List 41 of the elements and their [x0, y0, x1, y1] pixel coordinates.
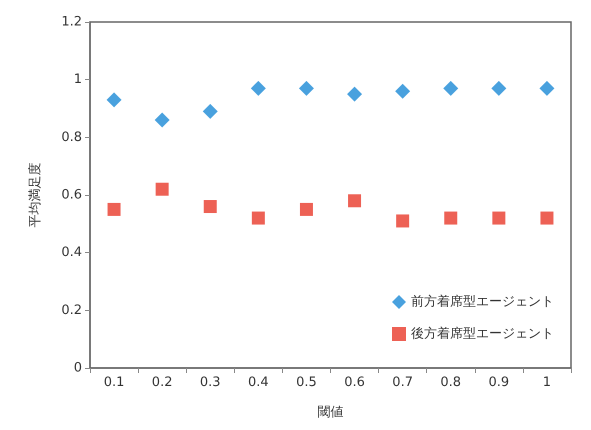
point [202, 104, 218, 119]
point [252, 212, 265, 225]
x-tick-label: 0.4 [248, 375, 269, 390]
point [491, 80, 506, 96]
point [348, 194, 362, 208]
x-tick-label: 0.1 [104, 375, 124, 390]
point [250, 80, 266, 96]
point [347, 86, 362, 102]
point [539, 80, 554, 96]
x-tick-label: 0.8 [440, 375, 462, 390]
x-tick-label: 0.3 [200, 375, 221, 390]
point [396, 214, 410, 228]
point [108, 202, 121, 216]
legend-label: 前方着席型エージェント [411, 294, 554, 310]
x-tick-label: 1 [542, 375, 552, 390]
point [154, 112, 170, 128]
point [298, 80, 314, 96]
point [540, 212, 554, 225]
x-tick-label: 0.9 [488, 375, 510, 390]
x-tick-label: 0.5 [296, 375, 317, 390]
x-tick-label: 0.2 [152, 375, 172, 390]
x-axis-title: 閾値 [318, 405, 344, 420]
y-tick-label: 0.8 [61, 130, 82, 145]
point [444, 212, 458, 225]
y-tick-label: 0.6 [61, 188, 82, 202]
x-tick-label: 0.7 [392, 375, 413, 390]
point [106, 92, 122, 108]
point [443, 80, 458, 96]
y-tick-label: 1 [74, 72, 82, 88]
point [492, 212, 506, 225]
y-axis-title: 平均満足度 [27, 162, 43, 228]
point [204, 200, 217, 214]
point [156, 182, 169, 196]
y-tick-label: 0.4 [61, 245, 82, 260]
y-tick-label: 0.2 [61, 302, 82, 318]
y-tick-label: 0 [74, 360, 82, 376]
legend-label: 後方着席型エージェント [411, 326, 554, 342]
y-tick-label: 1.2 [61, 14, 82, 30]
point [300, 202, 313, 216]
x-tick-label: 0.6 [344, 375, 365, 390]
point [395, 84, 410, 99]
